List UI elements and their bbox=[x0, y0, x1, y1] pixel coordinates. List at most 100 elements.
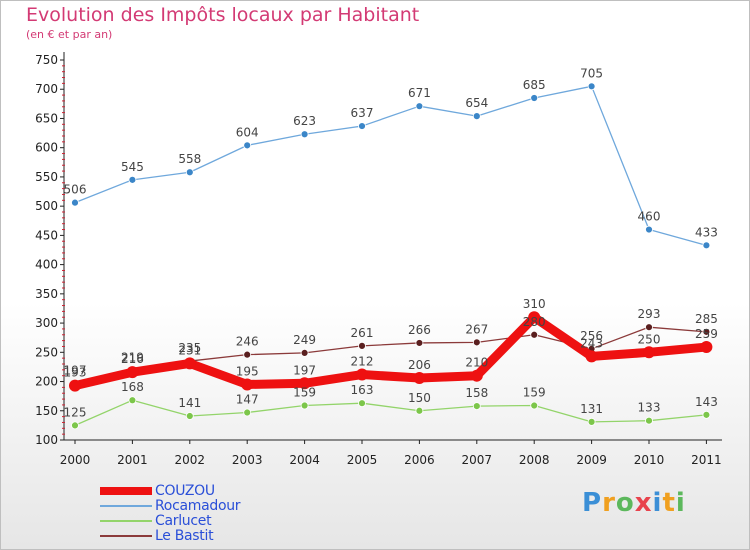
data-point bbox=[300, 130, 309, 139]
data-label: 285 bbox=[695, 312, 718, 326]
data-point bbox=[645, 323, 653, 332]
x-tick-label: 2011 bbox=[691, 453, 722, 467]
data-point bbox=[128, 396, 137, 405]
legend-label: Rocamadour bbox=[155, 498, 241, 514]
y-tick-label: 100 bbox=[35, 433, 58, 447]
data-label: 150 bbox=[408, 391, 431, 405]
data-point bbox=[298, 377, 311, 390]
data-label: 131 bbox=[580, 402, 603, 416]
x-tick-label: 2000 bbox=[60, 453, 91, 467]
data-label: 159 bbox=[523, 386, 546, 400]
data-label: 210 bbox=[465, 356, 488, 370]
data-point bbox=[241, 378, 254, 391]
data-label: 143 bbox=[695, 395, 718, 409]
x-tick-label: 2002 bbox=[175, 453, 206, 467]
x-tick-label: 2008 bbox=[519, 453, 550, 467]
data-point bbox=[358, 341, 366, 350]
data-label: 266 bbox=[408, 323, 431, 337]
data-label: 705 bbox=[580, 66, 603, 80]
data-label: 125 bbox=[64, 405, 87, 419]
data-point bbox=[415, 102, 424, 111]
data-point bbox=[243, 141, 252, 150]
data-point bbox=[415, 406, 424, 415]
data-label: 623 bbox=[293, 114, 316, 128]
y-tick-label: 600 bbox=[35, 141, 58, 155]
y-tick-label: 200 bbox=[35, 375, 58, 389]
data-label: 243 bbox=[580, 336, 603, 350]
legend-label: Le Bastit bbox=[155, 528, 214, 544]
data-label: 159 bbox=[293, 386, 316, 400]
y-tick-label: 150 bbox=[35, 404, 58, 418]
data-label: 246 bbox=[236, 335, 259, 349]
data-label: 133 bbox=[638, 401, 661, 415]
x-tick-label: 2001 bbox=[117, 453, 148, 467]
data-point bbox=[300, 348, 309, 357]
data-point bbox=[702, 410, 711, 419]
data-label: 197 bbox=[64, 363, 87, 377]
data-point bbox=[413, 372, 426, 385]
legend-swatch bbox=[100, 520, 152, 522]
data-point bbox=[645, 225, 653, 234]
data-label: 250 bbox=[638, 332, 661, 346]
data-label: 261 bbox=[351, 326, 374, 340]
x-tick-label: 2003 bbox=[232, 453, 263, 467]
data-label: 310 bbox=[523, 297, 546, 311]
x-tick-label: 2004 bbox=[289, 453, 320, 467]
data-label: 197 bbox=[293, 363, 316, 377]
y-tick-label: 650 bbox=[35, 111, 58, 125]
series-line-carlucet bbox=[74, 399, 708, 427]
data-point bbox=[71, 421, 79, 430]
x-tick-label: 2009 bbox=[576, 453, 607, 467]
data-label: 259 bbox=[695, 327, 718, 341]
data-point bbox=[415, 339, 424, 347]
y-tick-label: 350 bbox=[35, 287, 58, 301]
data-label: 163 bbox=[351, 383, 374, 397]
data-label: 235 bbox=[178, 341, 201, 355]
data-point bbox=[587, 417, 596, 426]
y-tick-label: 300 bbox=[35, 316, 58, 330]
data-point bbox=[300, 401, 309, 410]
data-point bbox=[358, 399, 366, 408]
y-tick-label: 750 bbox=[35, 53, 58, 67]
data-point bbox=[700, 341, 713, 354]
data-point bbox=[587, 82, 596, 91]
data-point bbox=[183, 357, 196, 370]
data-point bbox=[702, 241, 711, 250]
data-label: 168 bbox=[121, 380, 144, 394]
data-point bbox=[126, 366, 139, 379]
data-label: 219 bbox=[121, 350, 144, 364]
legend-label: COUZOU bbox=[155, 483, 215, 499]
data-label: 256 bbox=[580, 329, 603, 343]
y-tick-label: 250 bbox=[35, 345, 58, 359]
proxiti-logo: Proxiti bbox=[582, 488, 686, 518]
data-label: 158 bbox=[465, 386, 488, 400]
data-label: 604 bbox=[236, 125, 259, 139]
data-label: 206 bbox=[408, 358, 431, 372]
data-label: 433 bbox=[695, 225, 718, 239]
data-point bbox=[643, 346, 655, 359]
data-point bbox=[530, 401, 539, 410]
data-label: 249 bbox=[293, 333, 316, 347]
data-label: 545 bbox=[121, 160, 144, 174]
data-point bbox=[243, 350, 252, 359]
data-label: 231 bbox=[178, 343, 201, 357]
data-point bbox=[358, 122, 366, 130]
data-label: 460 bbox=[638, 210, 661, 224]
x-tick-label: 2007 bbox=[462, 453, 493, 467]
data-label: 654 bbox=[465, 96, 488, 110]
data-point bbox=[71, 198, 79, 207]
data-point bbox=[472, 112, 481, 121]
data-point bbox=[185, 412, 194, 420]
data-label: 637 bbox=[351, 106, 374, 120]
data-label: 671 bbox=[408, 86, 431, 100]
legend-swatch bbox=[100, 535, 152, 537]
data-point bbox=[69, 379, 81, 392]
data-point bbox=[185, 168, 194, 177]
x-tick-label: 2006 bbox=[404, 453, 435, 467]
data-point bbox=[128, 175, 137, 184]
data-point bbox=[645, 416, 653, 425]
data-label: 558 bbox=[178, 152, 201, 166]
data-label: 212 bbox=[351, 355, 374, 369]
data-point bbox=[472, 338, 481, 347]
